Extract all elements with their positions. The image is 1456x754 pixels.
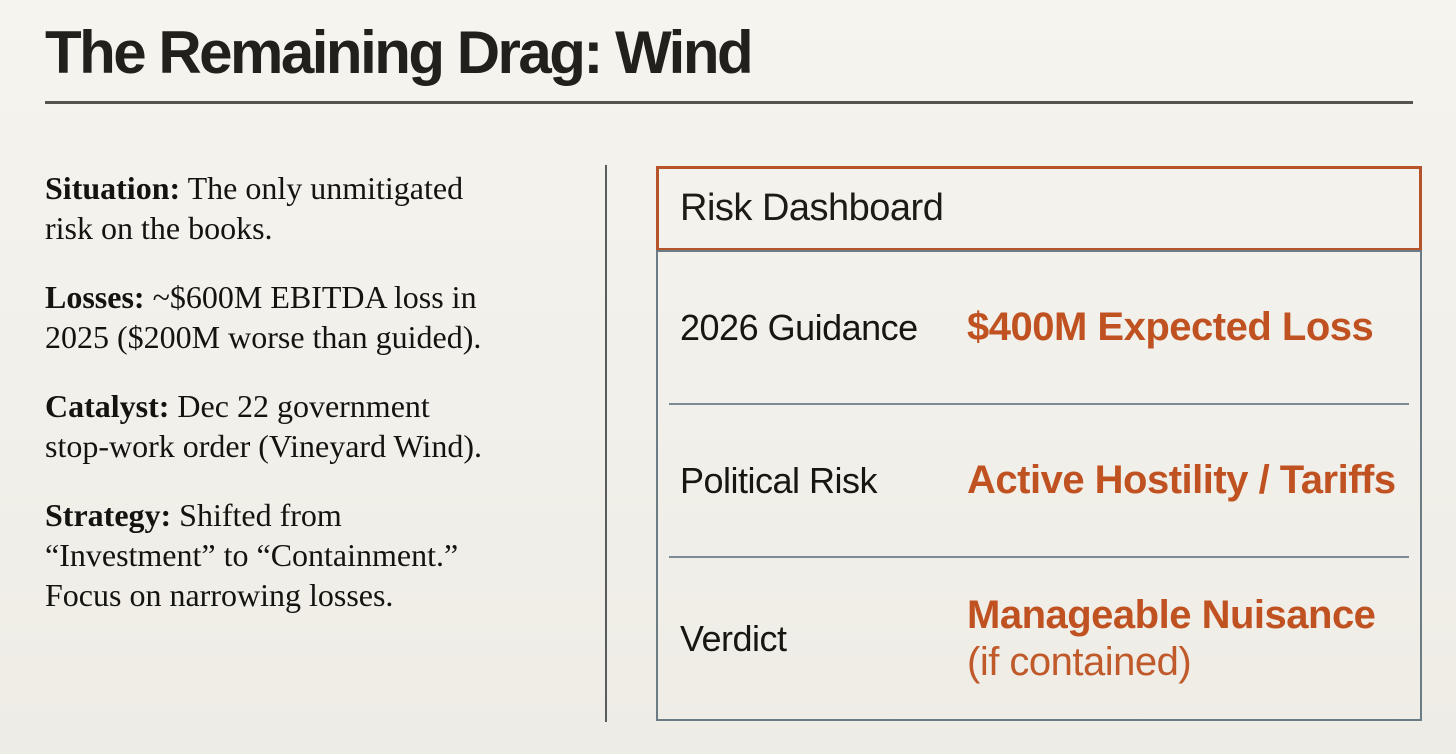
row-value-qualifier: (if contained) <box>967 639 1192 684</box>
dashboard-row-2026-guidance: 2026 Guidance $400M Expected Loss <box>658 252 1420 403</box>
row-divider <box>669 403 1409 405</box>
row-value-block: Manageable Nuisance (if contained) <box>967 592 1376 686</box>
row-label: Political Risk <box>680 459 878 501</box>
risk-dashboard-panel: 2026 Guidance $400M Expected Loss Politi… <box>656 250 1422 721</box>
slide-title: The Remaining Drag: Wind <box>45 19 754 86</box>
row-value: $400M Expected Loss <box>967 305 1374 349</box>
paragraph-label: Situation: <box>45 170 181 206</box>
row-divider <box>669 556 1409 558</box>
paragraph-losses: Losses: ~$600M EBITDA loss in 2025 ($200… <box>45 277 590 357</box>
paragraph-catalyst: Catalyst: Dec 22 government stop-work or… <box>45 386 590 466</box>
dashboard-row-political-risk: Political Risk Active Hostility / Tariff… <box>658 405 1420 556</box>
row-label: 2026 Guidance <box>680 306 918 348</box>
row-value: Active Hostility / Tariffs <box>967 458 1396 502</box>
paragraph-strategy: Strategy: Shifted from “Investment” to “… <box>45 495 590 615</box>
dashboard-row-verdict: Verdict Manageable Nuisance (if containe… <box>658 558 1420 719</box>
paragraph-text: Shifted from “Investment” to “Containmen… <box>45 497 459 613</box>
paragraph-text: The only unmitigated risk on the books. <box>45 170 464 246</box>
paragraph-label: Losses: <box>45 279 145 315</box>
summary-column: Situation: The only unmitigated risk on … <box>45 168 590 644</box>
row-label: Verdict <box>680 617 787 659</box>
paragraph-label: Catalyst: <box>45 388 170 424</box>
risk-dashboard-title: Risk Dashboard <box>680 187 944 229</box>
paragraph-text: ~$600M EBITDA loss in 2025 ($200M worse … <box>45 279 482 355</box>
paragraph-text: Dec 22 government stop-work order (Viney… <box>45 388 482 464</box>
paragraph-situation: Situation: The only unmitigated risk on … <box>45 168 590 248</box>
risk-dashboard-header: Risk Dashboard <box>656 166 1422 251</box>
paragraph-label: Strategy: <box>45 497 172 533</box>
column-divider <box>605 165 607 722</box>
title-divider <box>45 101 1413 104</box>
row-value: Manageable Nuisance <box>967 592 1376 637</box>
